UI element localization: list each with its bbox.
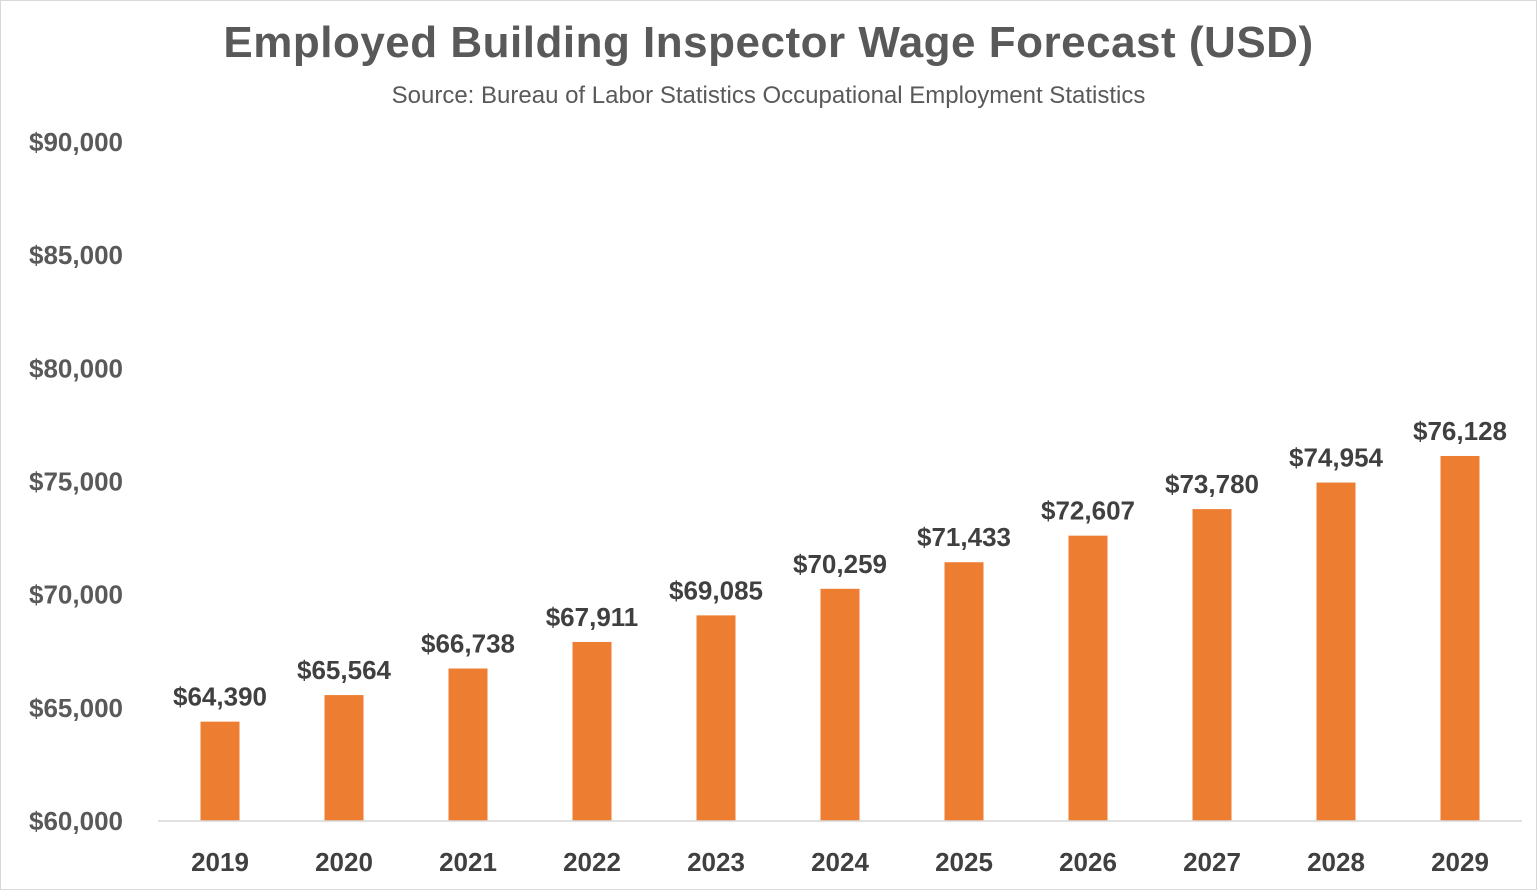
x-tick-label-2027: 2027 xyxy=(1183,847,1241,877)
x-axis-labels: 2019 2020 2021 2022 2023 2024 2025 2026 2027 2028… xyxy=(191,847,1489,877)
data-label-2022: $67,911 xyxy=(546,602,639,632)
data-label-2024: $70,259 xyxy=(793,549,887,579)
data-label-2025: $71,433 xyxy=(917,522,1011,552)
y-tick-label: $90,000 xyxy=(29,127,123,157)
x-tick-label-2023: 2023 xyxy=(687,847,745,877)
bar-2027 xyxy=(1192,509,1232,821)
data-label-2021: $66,738 xyxy=(421,628,515,658)
bar-2028 xyxy=(1316,482,1356,821)
x-tick-label-2021: 2021 xyxy=(439,847,497,877)
x-tick-label-2025: 2025 xyxy=(935,847,993,877)
chart-subtitle: Source: Bureau of Labor Statistics Occup… xyxy=(391,82,1146,109)
y-tick-label: $70,000 xyxy=(29,580,123,610)
x-tick-label-2028: 2028 xyxy=(1307,847,1365,877)
bar-2025 xyxy=(944,562,984,821)
y-tick-label: $85,000 xyxy=(29,240,123,270)
data-label-2029: $76,128 xyxy=(1413,416,1507,446)
bar-2020 xyxy=(324,695,364,821)
data-label-2019: $64,390 xyxy=(173,682,267,712)
y-axis-labels: $60,000 $65,000 $70,000 $75,000 $80,000 $85,0… xyxy=(29,127,123,836)
data-label-2023: $69,085 xyxy=(669,575,763,605)
data-label-2020: $65,564 xyxy=(297,655,392,685)
y-tick-label: $65,000 xyxy=(29,693,123,723)
bar-2029 xyxy=(1440,455,1480,821)
bar-2019 xyxy=(200,721,240,821)
bar-2024 xyxy=(820,588,860,821)
data-labels: $64,390 $65,564 $66,738 $67,911 $69,085 $70,2… xyxy=(173,416,1507,712)
data-label-2026: $72,607 xyxy=(1041,496,1135,526)
bar-2026 xyxy=(1068,535,1108,821)
x-tick-label-2026: 2026 xyxy=(1059,847,1117,877)
y-tick-label: $75,000 xyxy=(29,467,123,497)
bars xyxy=(200,455,1480,821)
data-label-2028: $74,954 xyxy=(1289,443,1384,473)
x-tick-label-2029: 2029 xyxy=(1431,847,1489,877)
y-tick-label: $80,000 xyxy=(29,353,123,383)
x-tick-label-2024: 2024 xyxy=(811,847,869,877)
x-tick-label-2019: 2019 xyxy=(191,847,249,877)
bar-2021 xyxy=(448,668,488,821)
x-tick-label-2022: 2022 xyxy=(563,847,621,877)
x-tick-label-2020: 2020 xyxy=(315,847,373,877)
chart-title: Employed Building Inspector Wage Forecas… xyxy=(223,18,1314,67)
bar-2022 xyxy=(572,641,612,821)
data-label-2027: $73,780 xyxy=(1165,469,1259,499)
bar-2023 xyxy=(696,615,736,821)
y-tick-label: $60,000 xyxy=(29,806,123,836)
